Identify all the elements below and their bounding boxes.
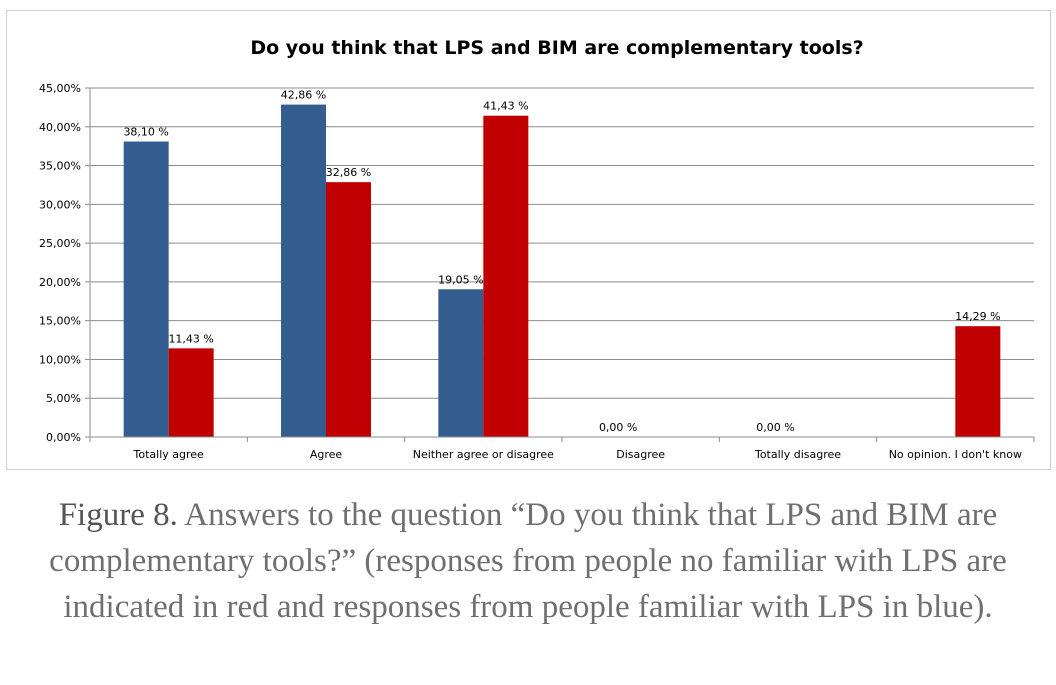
bar bbox=[123, 141, 169, 437]
data-label: 11,43 % bbox=[168, 332, 213, 345]
caption-lead: Figure 8. bbox=[58, 497, 178, 533]
axes bbox=[85, 88, 1034, 442]
y-tick-label: 45,00% bbox=[39, 82, 81, 95]
data-label: 14,29 % bbox=[955, 310, 1000, 323]
x-tick-label: Disagree bbox=[616, 448, 665, 461]
data-labels: 38,10 % 42,86 % 19,05 % 0,00 % 0,00 % 11,43 %… bbox=[123, 89, 1000, 434]
x-tick-label: Agree bbox=[310, 448, 343, 461]
data-label: 42,86 % bbox=[281, 89, 326, 102]
data-label: 32,86 % bbox=[326, 166, 371, 179]
bar bbox=[438, 289, 484, 437]
bar bbox=[281, 104, 326, 437]
x-tick-label: Totally disagree bbox=[754, 448, 841, 461]
data-label: 38,10 % bbox=[123, 126, 168, 139]
y-tick-label: 0,00% bbox=[46, 431, 81, 444]
bar bbox=[168, 348, 214, 437]
data-label: 41,43 % bbox=[483, 100, 528, 113]
x-tick-label: Neither agree or disagree bbox=[413, 448, 554, 461]
y-tick-label: 30,00% bbox=[39, 198, 81, 211]
y-tick-label: 20,00% bbox=[39, 276, 81, 289]
x-axis-ticks: Totally agree Agree Neither agree or disag… bbox=[133, 437, 1035, 461]
y-tick-label: 35,00% bbox=[39, 160, 81, 173]
x-tick-label: Totally agree bbox=[133, 448, 205, 461]
caption-text: Answers to the question “Do you think th… bbox=[49, 497, 1007, 625]
chart-title: Do you think that LPS and BIM are comple… bbox=[250, 37, 863, 59]
y-tick-label: 40,00% bbox=[39, 121, 81, 134]
bar bbox=[326, 182, 371, 437]
y-axis-ticks: 0,00% 5,00% 10,00% 15,00% 20,00% 25,00% 30,00%… bbox=[39, 82, 90, 444]
gridlines bbox=[90, 87, 1034, 399]
figure-caption: Figure 8. Answers to the question “Do yo… bbox=[0, 492, 1056, 630]
bar-chart: Do you think that LPS and BIM are comple… bbox=[39, 37, 1035, 461]
data-label: 0,00 % bbox=[599, 421, 637, 434]
data-label: 0,00 % bbox=[756, 421, 794, 434]
y-tick-label: 25,00% bbox=[39, 237, 81, 250]
y-tick-label: 10,00% bbox=[39, 353, 81, 366]
bars bbox=[123, 104, 1001, 438]
data-label: 19,05 % bbox=[438, 273, 483, 286]
x-tick-label: No opinion. I don't know bbox=[889, 448, 1022, 461]
bar bbox=[955, 326, 1001, 437]
bar bbox=[483, 115, 529, 438]
y-tick-label: 5,00% bbox=[46, 392, 81, 405]
y-tick-label: 15,00% bbox=[39, 315, 81, 328]
